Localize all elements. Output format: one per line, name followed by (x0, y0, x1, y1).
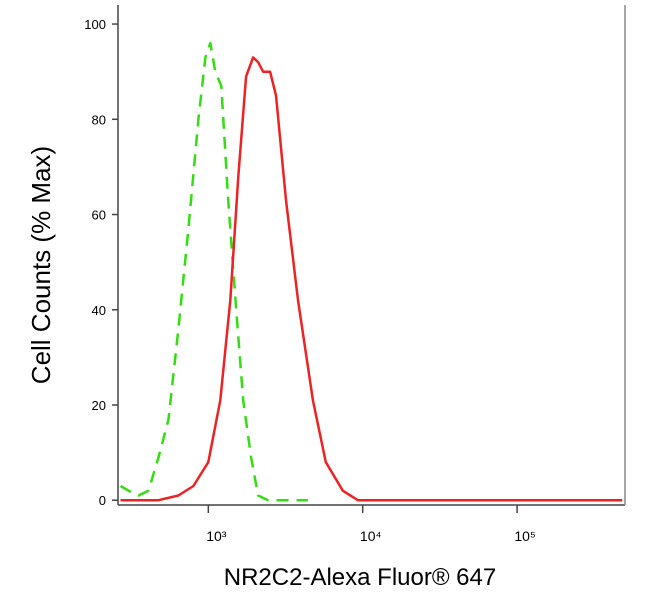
y-tick-label: 0 (99, 493, 106, 508)
x-tick-label: 10³ (206, 528, 227, 544)
y-tick-label: 40 (92, 303, 106, 318)
y-tick-label: 80 (92, 112, 106, 127)
y-tick-label: 60 (92, 208, 106, 223)
y-tick-label: 20 (92, 398, 106, 413)
x-axis-label: NR2C2-Alexa Fluor® 647 (224, 564, 496, 591)
x-tick-label: 10⁵ (514, 528, 535, 544)
y-tick-label: 100 (84, 17, 106, 32)
y-axis-label: Cell Counts (% Max) (26, 146, 56, 384)
x-tick-label: 10⁴ (360, 528, 382, 544)
series-line (120, 56, 623, 502)
